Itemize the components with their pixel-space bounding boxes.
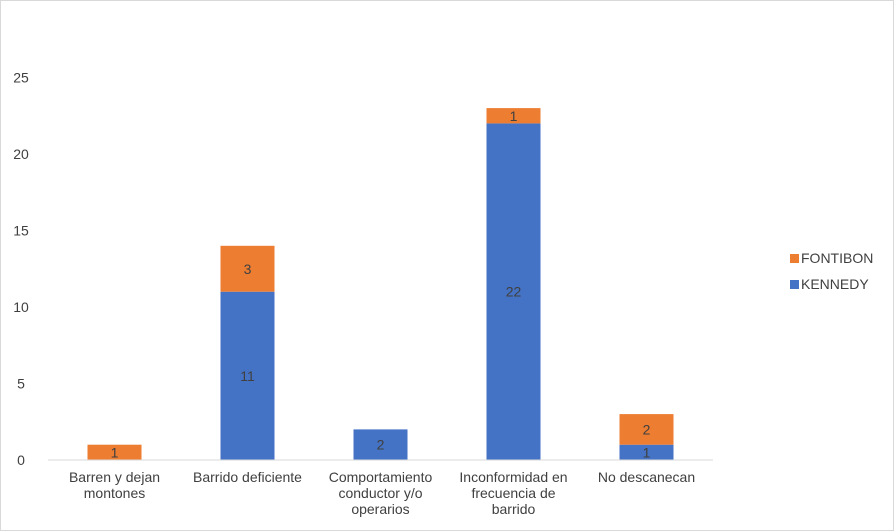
x-category-label: Barrido deficiente <box>193 469 302 485</box>
x-category-label: Comportamiento conductor y/o operarios <box>329 469 433 517</box>
bar-segment-kennedy <box>486 123 541 461</box>
y-tick-label: 10 <box>13 299 29 315</box>
legend: FONTIBON KENNEDY <box>790 250 873 292</box>
data-label: 1 <box>111 444 119 460</box>
x-category-label: No descanecan <box>598 469 695 485</box>
bar-segment-kennedy <box>220 291 275 460</box>
data-label: 22 <box>506 284 522 300</box>
data-label: 11 <box>240 368 255 384</box>
y-tick-label: 25 <box>13 70 29 86</box>
y-tick-label: 20 <box>13 146 29 162</box>
bar-segment-fontibon <box>87 444 142 460</box>
legend-swatch-kennedy <box>790 280 799 289</box>
data-label: 1 <box>510 108 518 124</box>
x-category-label: Inconformidad en frecuencia de barrido <box>459 469 567 517</box>
data-label: 3 <box>244 261 252 277</box>
y-axis: 0 5 10 15 20 25 <box>13 70 29 469</box>
legend-swatch-fontibon <box>790 254 799 263</box>
x-category-label: Barren y dejan montones <box>69 469 160 501</box>
legend-label-fontibon: FONTIBON <box>801 250 873 266</box>
y-tick-label: 5 <box>17 376 25 392</box>
legend-label-kennedy: KENNEDY <box>801 276 869 292</box>
bar-segment-kennedy <box>619 444 674 460</box>
y-tick-label: 0 <box>17 452 25 468</box>
bar-segment-kennedy <box>353 429 408 460</box>
bar-segment-fontibon <box>619 414 674 445</box>
data-label: 2 <box>377 437 385 453</box>
data-label: 1 <box>643 444 651 460</box>
bar-segment-fontibon <box>220 245 275 292</box>
data-label: 2 <box>643 421 651 437</box>
x-axis-labels: Barren y dejan montones Barrido deficiente… <box>69 469 695 517</box>
y-tick-label: 15 <box>13 223 29 239</box>
bar-segment-fontibon <box>486 108 541 124</box>
